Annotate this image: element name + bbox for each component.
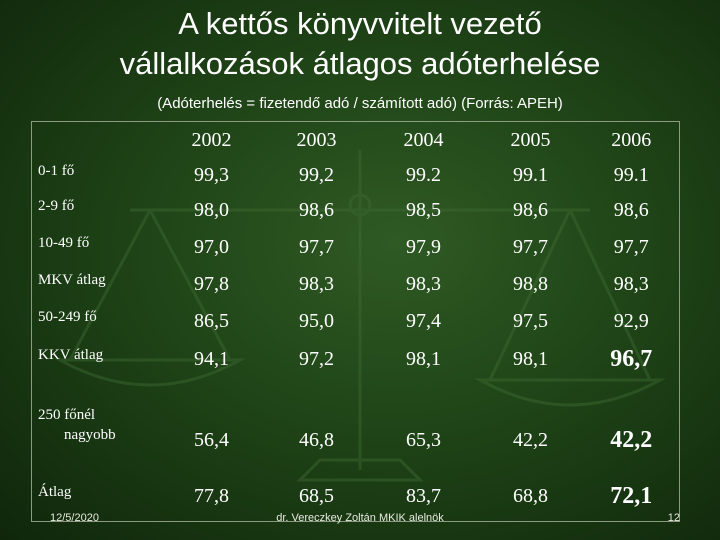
table-cell: 98,3 bbox=[613, 273, 649, 295]
table-cell: 99.1 bbox=[513, 163, 548, 186]
table-cell: 98,0 bbox=[194, 199, 229, 221]
row-label: KKV átlag bbox=[38, 346, 104, 363]
table-cell: 95,0 bbox=[299, 310, 334, 332]
table-cell: 97,0 bbox=[194, 236, 229, 258]
subtitle: (Adóterhelés = fizetendő adó / számított… bbox=[157, 95, 563, 112]
table-cell: 99.2 bbox=[406, 163, 441, 186]
footer-date: 12/5/2020 bbox=[50, 512, 99, 524]
table-cell: 98,3 bbox=[406, 273, 441, 295]
table-cell: 98,8 bbox=[513, 273, 548, 295]
table-row: KKV átlag 94,1 97,2 98,1 98,1 96,7 bbox=[32, 340, 680, 378]
table-cell: 97,2 bbox=[299, 347, 334, 370]
table-cell: 97,9 bbox=[406, 236, 441, 258]
table-cell: 97,7 bbox=[299, 236, 334, 258]
row-label-line-2: nagyobb bbox=[64, 427, 116, 443]
table-cell: 68,8 bbox=[513, 485, 548, 507]
row-label: 0-1 fő bbox=[38, 162, 75, 179]
table-cell: 98,5 bbox=[406, 199, 441, 221]
table-cell-highlight: 42,2 bbox=[610, 426, 653, 453]
table-cell: 42,2 bbox=[513, 428, 548, 451]
table-cell: 98,6 bbox=[299, 199, 334, 221]
table-cell: 99,2 bbox=[299, 163, 334, 186]
table-cell: 56,4 bbox=[194, 428, 229, 451]
table-cell: 46,8 bbox=[299, 428, 334, 451]
table-cell: 86,5 bbox=[194, 310, 229, 332]
column-header: 2002 bbox=[191, 128, 232, 151]
table-cell-highlight: 96,7 bbox=[610, 345, 653, 372]
table-row: 0-1 fő 99,3 99,2 99.2 99.1 99.1 bbox=[32, 158, 680, 192]
table-cell: 83,7 bbox=[406, 485, 441, 507]
table-cell: 98,1 bbox=[406, 347, 441, 370]
slide-number: 12 bbox=[667, 512, 680, 524]
table-cell: 98,6 bbox=[613, 199, 649, 221]
table-cell: 92,9 bbox=[613, 310, 649, 332]
header-row: 2002 2003 2004 2005 2006 bbox=[32, 122, 680, 159]
page-title: A kettős könyvvitelt vezető vállalkozáso… bbox=[0, 4, 720, 84]
table-cell: 99,3 bbox=[194, 163, 229, 186]
header-blank bbox=[32, 122, 160, 159]
row-label: MKV átlag bbox=[38, 272, 106, 288]
row-label: 10-49 fő bbox=[38, 235, 90, 251]
row-label: 2-9 fő bbox=[38, 198, 75, 214]
table-row: Átlag 77,8 68,5 83,7 68,8 72,1 bbox=[32, 472, 680, 522]
table-cell: 98,3 bbox=[299, 273, 334, 295]
title-line-1: A kettős könyvvitelt vezető bbox=[178, 6, 542, 41]
table-cell-highlight: 72,1 bbox=[610, 483, 653, 509]
column-header: 2006 bbox=[611, 128, 652, 151]
table-cell: 98,1 bbox=[513, 347, 548, 370]
table-cell: 97,7 bbox=[613, 236, 649, 258]
row-label: 50-249 fő bbox=[38, 309, 97, 325]
table-row: 10-49 fő 97,0 97,7 97,9 97,7 97,7 bbox=[32, 229, 680, 266]
row-label-line-1: 250 főnél bbox=[38, 407, 96, 423]
table-cell: 98,6 bbox=[513, 199, 548, 221]
table-cell: 65,3 bbox=[406, 428, 441, 451]
table-cell: 68,5 bbox=[299, 485, 334, 507]
row-label: Átlag bbox=[38, 484, 72, 500]
table-cell: 94,1 bbox=[194, 347, 229, 370]
title-line-2: vállalkozások átlagos adóterhelése bbox=[119, 46, 601, 81]
column-header: 2003 bbox=[296, 128, 337, 151]
table-cell: 97,5 bbox=[513, 310, 548, 332]
row-label: 250 főnél nagyobb bbox=[32, 378, 160, 472]
table-cell: 97,4 bbox=[406, 310, 441, 332]
table-cell: 97,7 bbox=[513, 236, 548, 258]
tax-burden-table: 2002 2003 2004 2005 2006 0-1 fő 99,3 99,… bbox=[31, 121, 680, 522]
table-cell: 99.1 bbox=[613, 163, 649, 186]
table-row: 50-249 fő 86,5 95,0 97,4 97,5 92,9 bbox=[32, 303, 680, 340]
column-header: 2004 bbox=[403, 128, 444, 151]
footer-author: dr. Vereczkey Zoltán MKIK alelnök bbox=[276, 512, 444, 524]
table-row: 250 főnél nagyobb 56,4 46,8 65,3 42,2 42… bbox=[32, 378, 680, 472]
table-cell: 77,8 bbox=[194, 485, 229, 507]
table-row: MKV átlag 97,8 98,3 98,3 98,8 98,3 bbox=[32, 266, 680, 303]
table-row: 2-9 fő 98,0 98,6 98,5 98,6 98,6 bbox=[32, 192, 680, 229]
column-header: 2005 bbox=[510, 128, 551, 151]
table-cell: 97,8 bbox=[194, 273, 229, 295]
